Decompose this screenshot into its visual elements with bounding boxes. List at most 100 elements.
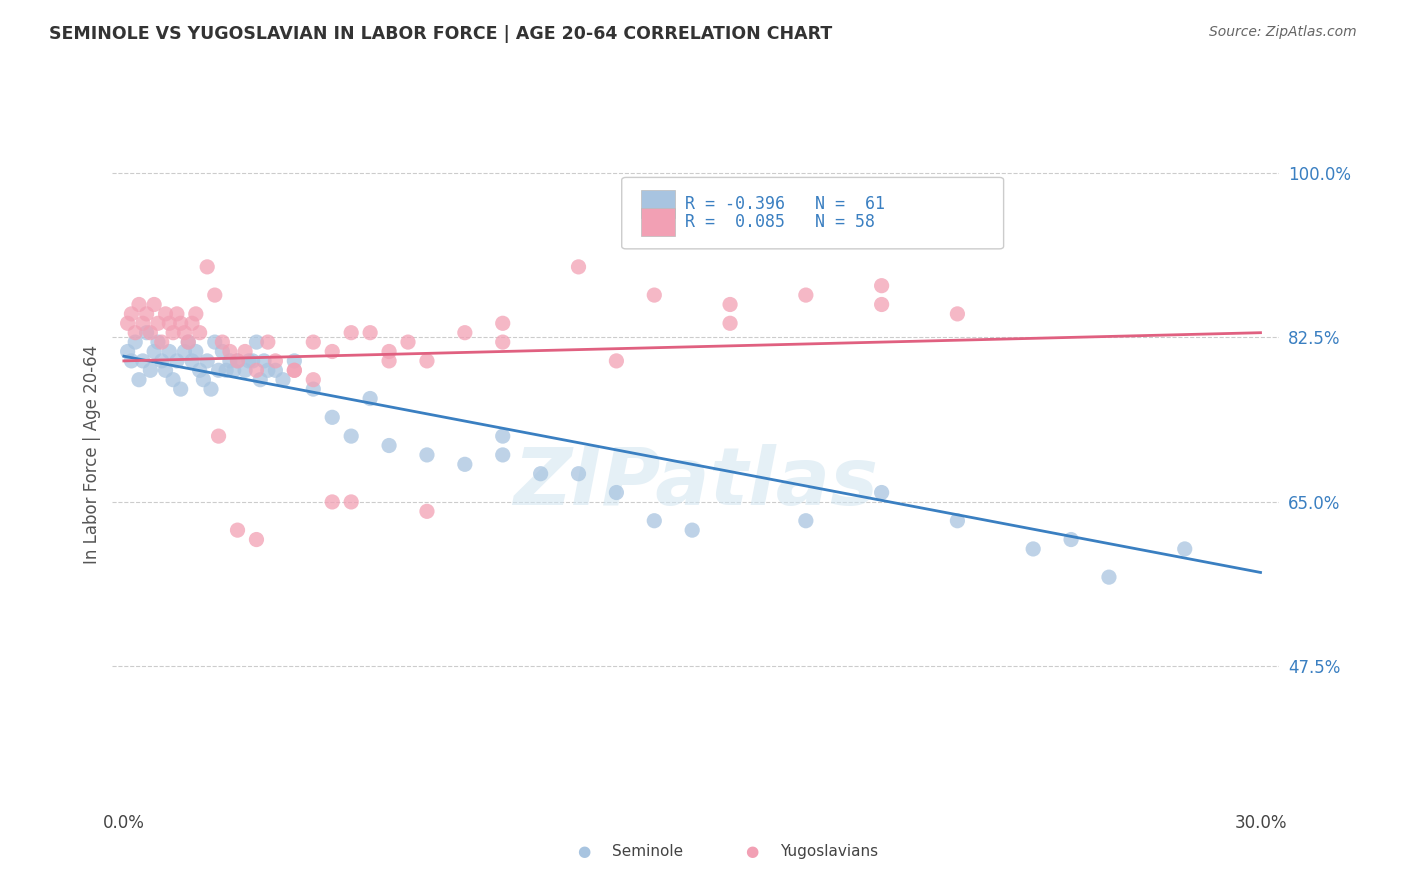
Point xyxy=(321,344,343,359)
Point xyxy=(245,533,267,547)
Point xyxy=(256,363,278,377)
Point xyxy=(173,326,195,340)
Point xyxy=(271,373,294,387)
Point xyxy=(195,260,218,274)
Point xyxy=(143,297,166,311)
Point xyxy=(264,363,287,377)
Point xyxy=(283,354,305,368)
Y-axis label: In Labor Force | Age 20-64: In Labor Force | Age 20-64 xyxy=(83,345,101,565)
Point xyxy=(193,373,215,387)
Point xyxy=(146,335,169,350)
Point xyxy=(233,344,256,359)
Point xyxy=(643,514,665,528)
Point xyxy=(321,495,343,509)
Point xyxy=(188,363,211,377)
Point xyxy=(117,316,139,330)
Point xyxy=(124,326,146,340)
Point xyxy=(177,335,200,350)
Point xyxy=(207,363,229,377)
Point xyxy=(1060,533,1083,547)
Point xyxy=(492,429,515,443)
Point xyxy=(605,485,627,500)
Text: Source: ZipAtlas.com: Source: ZipAtlas.com xyxy=(1209,25,1357,39)
Point xyxy=(157,316,180,330)
Text: ●: ● xyxy=(745,845,759,859)
Point xyxy=(128,373,150,387)
Point xyxy=(378,354,401,368)
Point xyxy=(184,344,207,359)
Point xyxy=(492,335,515,350)
Text: Yugoslavians: Yugoslavians xyxy=(780,845,879,859)
Point xyxy=(195,354,218,368)
Point xyxy=(340,429,363,443)
Point xyxy=(794,514,817,528)
Point xyxy=(378,438,401,452)
Point xyxy=(128,297,150,311)
Point xyxy=(184,307,207,321)
Point xyxy=(211,335,233,350)
Point xyxy=(204,335,226,350)
Point xyxy=(242,354,264,368)
Point xyxy=(143,344,166,359)
Point xyxy=(215,363,238,377)
Point xyxy=(219,354,242,368)
Point xyxy=(416,504,439,518)
Point xyxy=(200,382,222,396)
Point xyxy=(120,307,142,321)
Point xyxy=(378,344,401,359)
Point xyxy=(150,335,173,350)
Point xyxy=(492,316,515,330)
Text: Seminole: Seminole xyxy=(612,845,683,859)
Point xyxy=(340,495,363,509)
Point xyxy=(222,363,245,377)
Point xyxy=(124,335,146,350)
Text: R = -0.396   N =  61: R = -0.396 N = 61 xyxy=(685,195,884,213)
Point xyxy=(188,326,211,340)
Point xyxy=(283,363,305,377)
Point xyxy=(207,429,229,443)
Point xyxy=(359,326,381,340)
Point xyxy=(946,307,969,321)
Point xyxy=(162,373,184,387)
Point xyxy=(454,326,477,340)
Point xyxy=(173,344,195,359)
Text: R =  0.085   N = 58: R = 0.085 N = 58 xyxy=(685,213,875,231)
Point xyxy=(177,335,200,350)
Point xyxy=(718,297,741,311)
Point xyxy=(283,363,305,377)
Point xyxy=(302,335,325,350)
Point xyxy=(162,326,184,340)
Point xyxy=(226,354,249,368)
Point xyxy=(150,354,173,368)
Point xyxy=(605,354,627,368)
Point xyxy=(170,316,193,330)
Point xyxy=(155,307,177,321)
Point xyxy=(567,260,589,274)
Text: SEMINOLE VS YUGOSLAVIAN IN LABOR FORCE | AGE 20-64 CORRELATION CHART: SEMINOLE VS YUGOSLAVIAN IN LABOR FORCE |… xyxy=(49,25,832,43)
Point xyxy=(135,326,157,340)
Point xyxy=(157,344,180,359)
Point xyxy=(416,354,439,368)
Point xyxy=(567,467,589,481)
Point xyxy=(396,335,419,350)
Point xyxy=(870,297,893,311)
Point xyxy=(454,458,477,472)
Point xyxy=(181,354,204,368)
Point xyxy=(204,288,226,302)
Point xyxy=(120,354,142,368)
Point xyxy=(359,392,381,406)
Point xyxy=(946,514,969,528)
Point xyxy=(238,354,260,368)
Point xyxy=(302,382,325,396)
Point xyxy=(253,354,276,368)
Point xyxy=(416,448,439,462)
Point xyxy=(139,326,162,340)
Point xyxy=(181,316,204,330)
Point xyxy=(492,448,515,462)
Text: ZIPatlas: ZIPatlas xyxy=(513,443,879,522)
Point xyxy=(340,326,363,340)
Point xyxy=(681,523,703,537)
Point xyxy=(530,467,553,481)
Point xyxy=(139,363,162,377)
Point xyxy=(302,373,325,387)
